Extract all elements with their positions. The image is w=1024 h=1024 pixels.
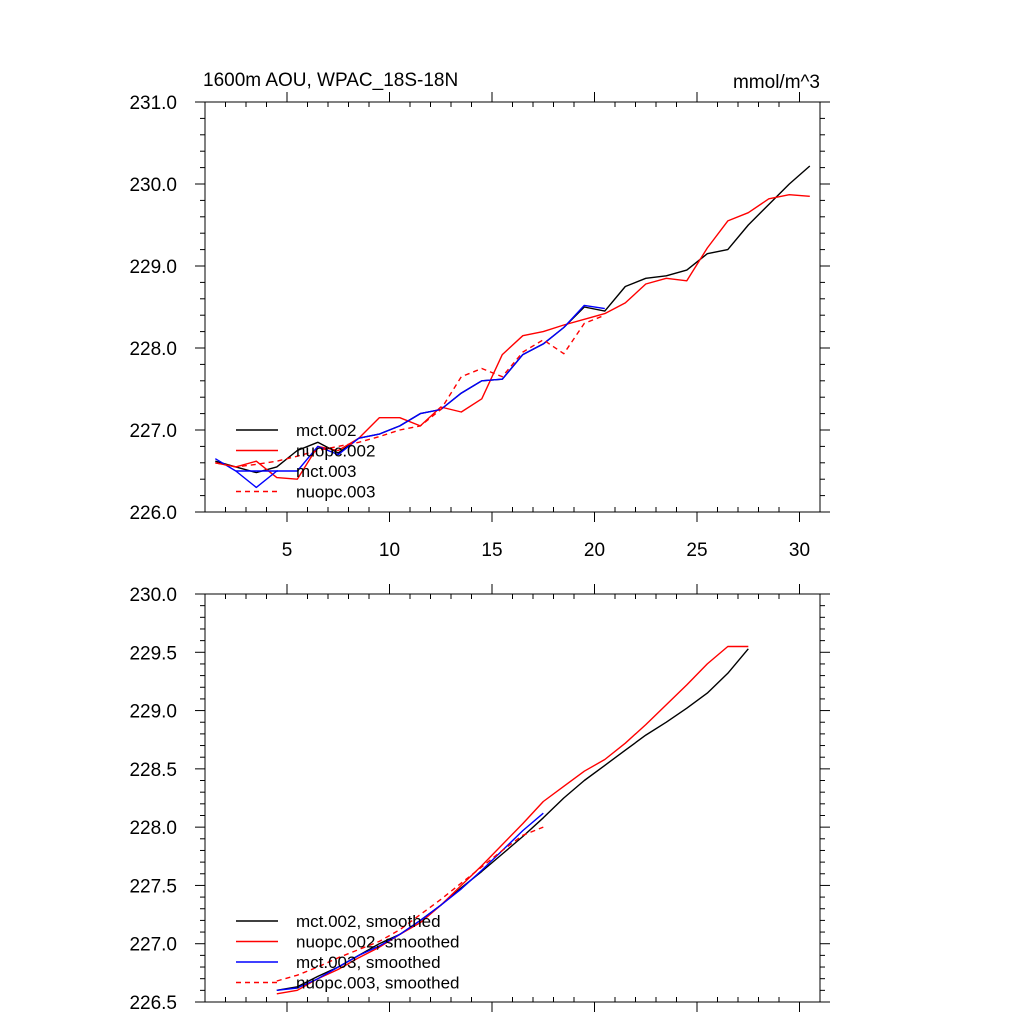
y-tick-label: 228.5: [129, 760, 177, 781]
legend-label-nuopc-003: nuopc.003: [296, 483, 375, 502]
series-line-mct-003: [214, 304, 605, 489]
series-line-nuopc-003: [215, 314, 606, 468]
panel-top: 5 10 15 20 25 30 226.0 227.0 228.0 229.0 230.0 231.…: [129, 92, 830, 561]
series-line-nuopc-003-smoothed: [276, 826, 544, 982]
y-tick-label: 229.0: [129, 257, 177, 278]
y-tick-label: 226.5: [129, 993, 177, 1014]
legend-label-nuopc-002-smoothed: nuopc.002, smoothed: [296, 933, 460, 952]
chart-title: 1600m AOU, WPAC_18S-18N: [203, 70, 458, 91]
panel-bottom: 226.5 227.0 227.5 228.0 228.5 229.0 229.5 230.0…: [129, 584, 830, 1014]
legend-label-nuopc-002: nuopc.002: [296, 442, 375, 461]
x-tick-label: 30: [789, 540, 810, 561]
y-tick-label: 226.0: [129, 503, 177, 524]
units-label: mmol/m^3: [733, 72, 820, 93]
y-tick-label: 230.0: [129, 175, 177, 196]
legend-label-nuopc-003-smoothed: nuopc.003, smoothed: [296, 974, 460, 993]
x-tick-label: 20: [584, 540, 605, 561]
y-tick-label: 228.0: [129, 818, 177, 839]
y-tick-label: 231.0: [129, 93, 177, 114]
legend-label-mct-003: mct.003: [296, 462, 356, 481]
y-tick-label: 227.0: [129, 421, 177, 442]
series-line-nuopc-002-smoothed: [276, 645, 749, 995]
x-tick-label: 5: [282, 540, 293, 561]
x-tick-label: 25: [686, 540, 707, 561]
legend-label-mct-002: mct.002: [296, 421, 356, 440]
y-tick-label: 228.0: [129, 339, 177, 360]
x-tick-label: 10: [379, 540, 400, 561]
legend-label-mct-002-smoothed: mct.002, smoothed: [296, 912, 441, 931]
y-tick-label: 227.0: [129, 935, 177, 956]
y-tick-label: 227.5: [129, 876, 177, 897]
y-tick-label: 229.5: [129, 643, 177, 664]
legend-label-mct-003-smoothed: mct.003, smoothed: [296, 953, 441, 972]
y-tick-label: 230.0: [129, 585, 177, 606]
x-tick-label: 15: [481, 540, 502, 561]
y-tick-label: 229.0: [129, 702, 177, 723]
series-line-mct-003-smoothed: [276, 812, 544, 991]
